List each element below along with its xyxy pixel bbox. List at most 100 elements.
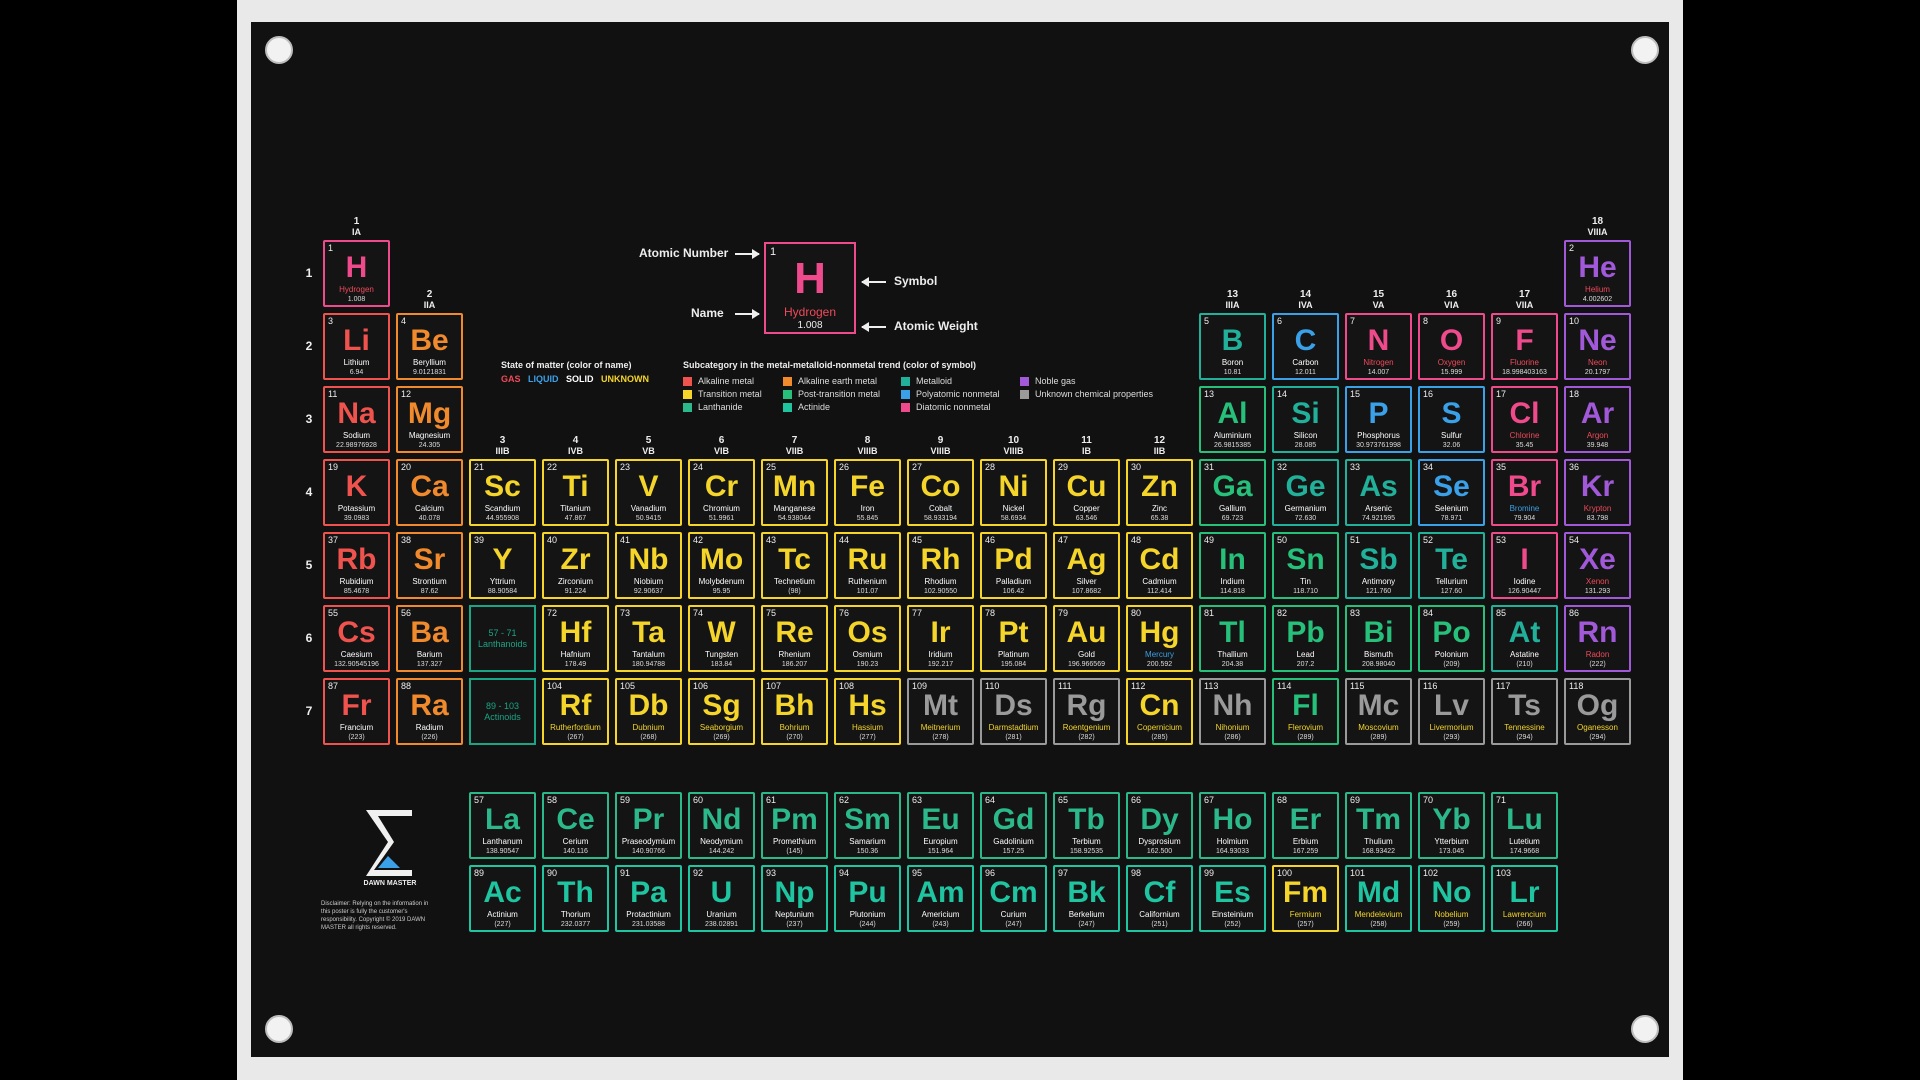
element-name: Sulfur [1441,431,1462,440]
element-nb: 41 Nb Niobium 92.90637 [615,532,682,599]
element-name: Cobalt [928,504,953,513]
atomic-weight: 151.964 [927,848,954,855]
group-number: 5 [645,435,652,446]
atomic-number: 17 [1496,389,1507,399]
legend-item: Alkaline earth metal [783,376,877,386]
atomic-weight: (267) [567,734,584,741]
element-li: 3 Li Lithium 6.94 [323,313,390,380]
element-os: 76 Os Osmium 190.23 [834,605,901,672]
element-name: Zirconium [557,577,594,586]
element-cm: 96 Cm Curium (247) [980,865,1047,932]
group-number: 8 [864,435,871,446]
element-symbol: Pr [632,803,665,836]
group-number: 11 [1081,435,1092,446]
atomic-weight: 26.9815385 [1214,442,1251,449]
legend-label: Alkaline earth metal [798,376,878,386]
atomic-weight: 30.973761998 [1356,442,1401,449]
atomic-weight: 79.904 [1513,515,1536,522]
atomic-weight: 121.760 [1365,588,1392,595]
legend-item: Noble gas [1020,376,1076,386]
element-name: Xenon [1585,577,1610,586]
element-name: Krypton [1583,504,1612,513]
element-symbol: Ho [1212,803,1253,836]
atomic-number: 33 [1350,462,1361,472]
element-name: Oxygen [1437,358,1466,367]
element-symbol: Ru [847,543,888,576]
group-label-4: 4 IVB [542,435,609,457]
element-name: Radium [415,723,444,732]
element-pb: 82 Pb Lead 207.2 [1272,605,1339,672]
legend-label: Lanthanide [698,402,743,412]
atomic-number: 86 [1569,608,1580,618]
element-symbol: Xe [1579,543,1616,576]
atomic-weight: (281) [1005,734,1022,741]
element-name: Titanium [560,504,591,513]
group-roman: VIIA [1515,300,1534,310]
atomic-weight: (247) [1078,921,1095,928]
atomic-weight: 65.38 [1150,515,1169,522]
legend-item: Post-transition metal [783,389,880,399]
element-ge: 32 Ge Germanium 72.630 [1272,459,1339,526]
legend-swatch [683,376,692,386]
atomic-weight: 238.02891 [704,921,739,928]
period-label-3: 3 [305,412,313,426]
element-name: Cerium [562,837,589,846]
element-name: Curium [1000,910,1027,919]
atomic-number: 94 [839,868,850,878]
element-name: Indium [1220,577,1245,586]
group-label-11: 11 IB [1053,435,1120,457]
element-symbol: Pu [848,876,887,909]
element-se: 34 Se Selenium 78.971 [1418,459,1485,526]
element-symbol: Dy [1140,803,1179,836]
element-symbol: Cn [1139,689,1180,722]
element-cr: 24 Cr Chromium 51.9961 [688,459,755,526]
element-w: 74 W Tungsten 183.84 [688,605,755,672]
element-db: 105 Db Dubnium (268) [615,678,682,745]
element-name: Lawrencium [1502,910,1547,919]
atomic-weight: 144.242 [708,848,735,855]
element-cs: 55 Cs Caesium 132.90545196 [323,605,390,672]
atomic-number: 8 [1423,316,1429,326]
legend-label: Transition metal [698,389,762,399]
atomic-number: 58 [547,795,558,805]
legend-swatch [783,402,792,412]
atomic-weight: (259) [1443,921,1460,928]
atomic-weight: 1.008 [347,296,366,303]
group-number: 17 [1518,289,1531,300]
element-lv: 116 Lv Livermorium (293) [1418,678,1485,745]
atomic-weight: (294) [1516,734,1533,741]
group-label-18: 18 VIIIA [1564,216,1631,238]
group-label-15: 15 VA [1345,289,1412,311]
element-name: Potassium [337,504,376,513]
element-cn: 112 Cn Copernicium (285) [1126,678,1193,745]
element-symbol: Hg [1139,616,1180,649]
atomic-number: 39 [474,535,485,545]
element-symbol: C [1294,324,1317,357]
element-symbol: Sg [702,689,741,722]
element-symbol: Ra [410,689,449,722]
atomic-number: 57 [474,795,485,805]
element-rg: 111 Rg Roentgenium (282) [1053,678,1120,745]
atomic-number: 61 [766,795,777,805]
element-rb: 37 Rb Rubidium 85.4678 [323,532,390,599]
atomic-weight: 55.845 [856,515,879,522]
atomic-number: 4 [401,316,407,326]
atomic-number: 40 [547,535,558,545]
element-symbol: Pb [1286,616,1325,649]
legend-label: Actinide [798,402,831,412]
atomic-number: 53 [1496,535,1507,545]
element-symbol: Lv [1433,689,1469,722]
element-sc: 21 Sc Scandium 44.955908 [469,459,536,526]
placeholder-label: Lanthanoids [477,638,528,649]
element-name: Fermium [1289,910,1322,919]
atomic-number: 13 [1204,389,1215,399]
element-ce: 58 Ce Cerium 140.116 [542,792,609,859]
element-symbol: Cu [1066,470,1107,503]
element-name: Praseodymium [621,837,676,846]
element-symbol: Sb [1359,543,1398,576]
element-symbol: Co [920,470,961,503]
element-symbol: Fe [849,470,885,503]
element-in: 49 In Indium 114.818 [1199,532,1266,599]
atomic-number: 91 [620,868,631,878]
element-no: 102 No Nobelium (259) [1418,865,1485,932]
